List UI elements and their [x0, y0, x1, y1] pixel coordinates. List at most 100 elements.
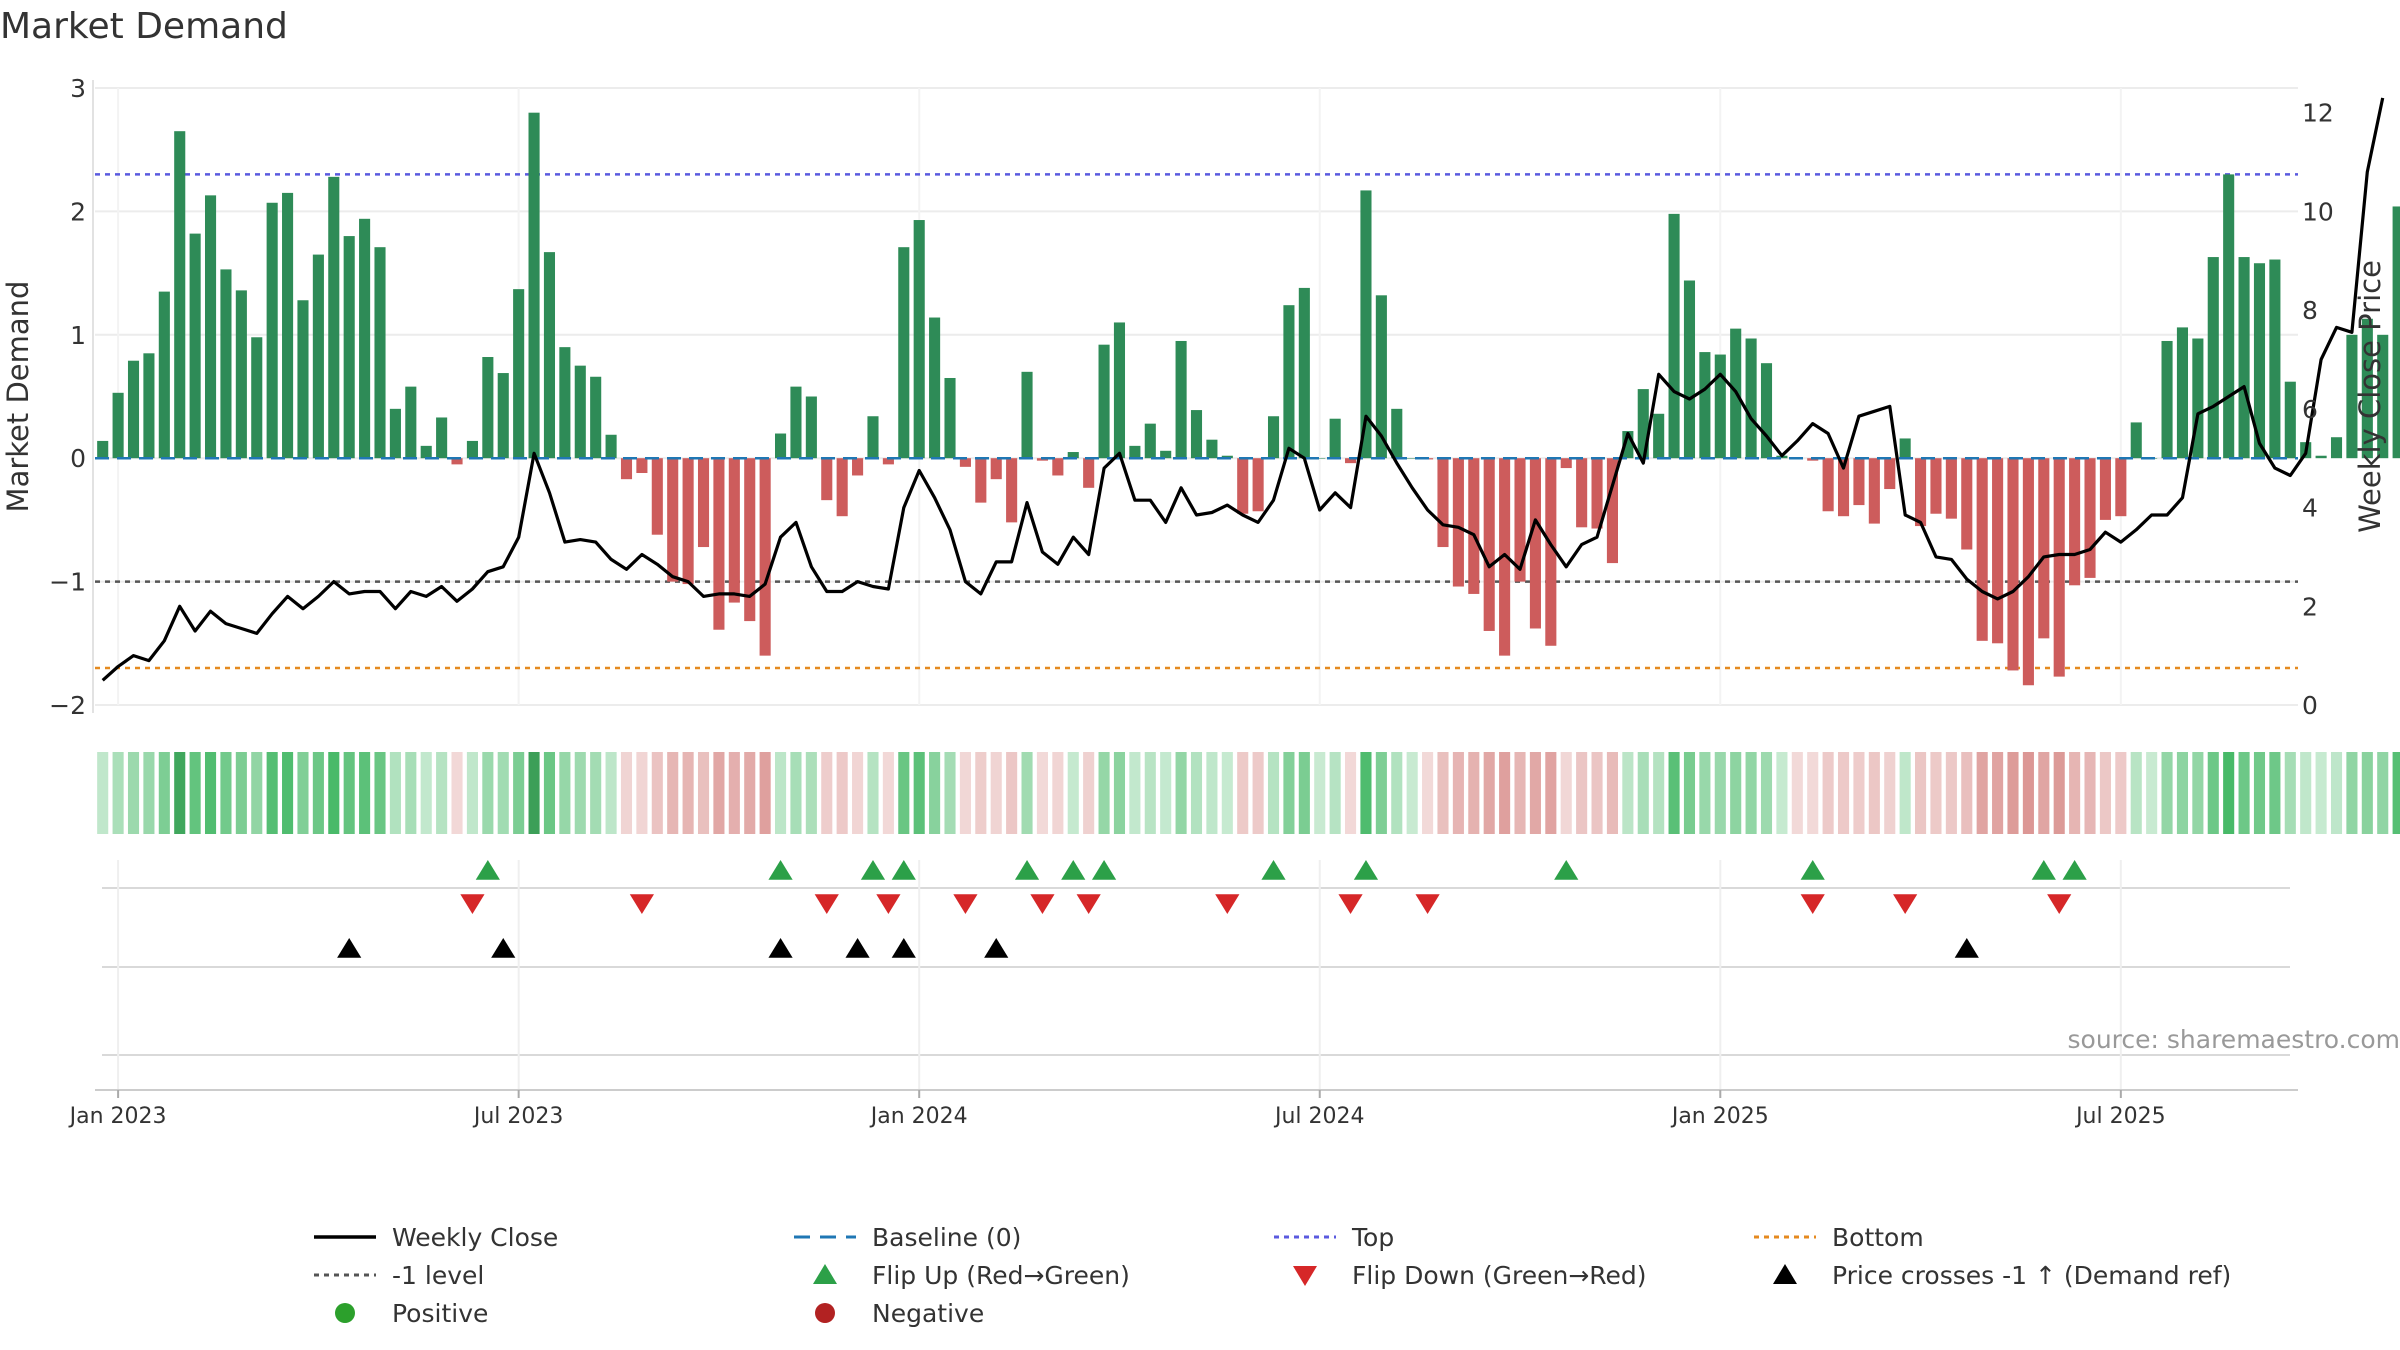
heat-strip-cell	[205, 752, 216, 834]
heat-strip-cell	[590, 752, 601, 834]
heat-strip-cell	[2115, 752, 2126, 834]
demand-bar	[1021, 372, 1032, 458]
demand-bar	[960, 458, 971, 467]
heat-strip-cell	[1253, 752, 1264, 834]
heat-strip-cell	[344, 752, 355, 834]
heat-strip-cell	[174, 752, 185, 834]
demand-bar	[975, 458, 986, 502]
demand-bar	[313, 255, 324, 459]
demand-bar	[914, 220, 925, 458]
positive-swatch-icon	[310, 1294, 380, 1332]
demand-bar	[1206, 440, 1217, 459]
heat-strip-cell	[1160, 752, 1171, 834]
heat-strip-cell	[2069, 752, 2080, 834]
heat-strip-cell	[914, 752, 925, 834]
heat-strip-cell	[2254, 752, 2265, 834]
heat-strip-cell	[929, 752, 940, 834]
heat-strip-cell	[2084, 752, 2095, 834]
demand-bar	[529, 113, 540, 459]
demand-bar	[190, 234, 201, 459]
demand-bar	[1083, 458, 1094, 488]
heat-strip-cell	[1545, 752, 1556, 834]
flip-down-marker	[815, 894, 839, 914]
heat-strip-cell	[1684, 752, 1695, 834]
heat-strip-cell	[744, 752, 755, 834]
heat-strip-cell	[2331, 752, 2342, 834]
heat-strip-cell	[1730, 752, 1741, 834]
heat-strip-cell	[1330, 752, 1341, 834]
heat-strip-cell	[1992, 752, 2003, 834]
demand-bar	[1468, 458, 1479, 594]
heat-strip-cell	[1977, 752, 1988, 834]
y-tick-label: 2	[70, 197, 86, 226]
heat-strip-cell	[944, 752, 955, 834]
top-swatch-icon	[1270, 1218, 1340, 1256]
demand-bar	[97, 441, 108, 458]
heat-strip-cell	[1946, 752, 1957, 834]
demand-bar	[282, 193, 293, 458]
legend-item-flip_down: Flip Down (Green→Red)	[1270, 1256, 1647, 1294]
demand-bar	[2285, 382, 2296, 459]
flip-down-marker	[1893, 894, 1917, 914]
demand-bar	[1992, 458, 2003, 643]
heat-strip-cell	[1484, 752, 1495, 834]
flip-down-marker	[1077, 894, 1101, 914]
heat-strip-cell	[1591, 752, 1602, 834]
demand-bar	[1715, 355, 1726, 459]
demand-bar	[1961, 458, 1972, 549]
x-axis: Jan 2023 Jul 2023 Jan 2024 Jul 2024 Jan 2025…	[68, 1090, 2298, 1129]
demand-bar	[760, 458, 771, 655]
demand-bar	[513, 289, 524, 458]
heat-strip-cell	[1838, 752, 1849, 834]
legend-label: Baseline (0)	[872, 1223, 1021, 1252]
demand-bar	[1591, 458, 1602, 528]
heat-strip-cell	[1191, 752, 1202, 834]
demand-bar	[667, 458, 678, 581]
heat-strip-cell	[1915, 752, 1926, 834]
heat-strip-cell	[960, 752, 971, 834]
demand-bar	[698, 458, 709, 547]
heat-strip-cell	[775, 752, 786, 834]
flip-down-marker	[1415, 894, 1439, 914]
heat-strip-cell	[513, 752, 524, 834]
flip-up-marker	[476, 860, 500, 880]
legend-label: -1 level	[392, 1261, 484, 1290]
demand-bar	[1237, 458, 1248, 514]
heat-strip-cell	[190, 752, 201, 834]
heat-strip-cell	[1006, 752, 1017, 834]
heat-strip-cell	[1052, 752, 1063, 834]
heat-strip-cell	[2316, 752, 2327, 834]
demand-bar	[128, 361, 139, 458]
legend-item-top: Top	[1270, 1218, 1394, 1256]
heat-strip-cell	[883, 752, 894, 834]
demand-bar	[652, 458, 663, 535]
heat-strip-cell	[313, 752, 324, 834]
heat-strip-cell	[374, 752, 385, 834]
demand-bar	[621, 458, 632, 479]
legend-label: Top	[1352, 1223, 1394, 1252]
heat-strip-cell	[2269, 752, 2280, 834]
demand-bar	[2162, 341, 2173, 458]
heat-strip-cell	[698, 752, 709, 834]
demand-bar	[2208, 257, 2219, 458]
heat-strip-cell	[1669, 752, 1680, 834]
legend-item-baseline: Baseline (0)	[790, 1218, 1021, 1256]
price-cross-marker	[984, 938, 1008, 958]
heat-strip-cell	[390, 752, 401, 834]
demand-bar	[775, 434, 786, 459]
heat-strip-cell	[837, 752, 848, 834]
heat-strip-cell	[359, 752, 370, 834]
heat-strip-cell	[852, 752, 863, 834]
flip-up-marker	[1015, 860, 1039, 880]
heat-strip-cell	[2239, 752, 2250, 834]
demand-bar	[344, 236, 355, 458]
flip-up-marker	[892, 860, 916, 880]
heat-strip-cell	[806, 752, 817, 834]
demand-bar	[2331, 437, 2342, 458]
heat-strip-cell	[1437, 752, 1448, 834]
y-tick-label: −2	[49, 691, 86, 720]
heat-strip-cell	[790, 752, 801, 834]
heat-strip-cell	[1114, 752, 1125, 834]
demand-bar	[1561, 458, 1572, 468]
heat-strip-cell	[529, 752, 540, 834]
